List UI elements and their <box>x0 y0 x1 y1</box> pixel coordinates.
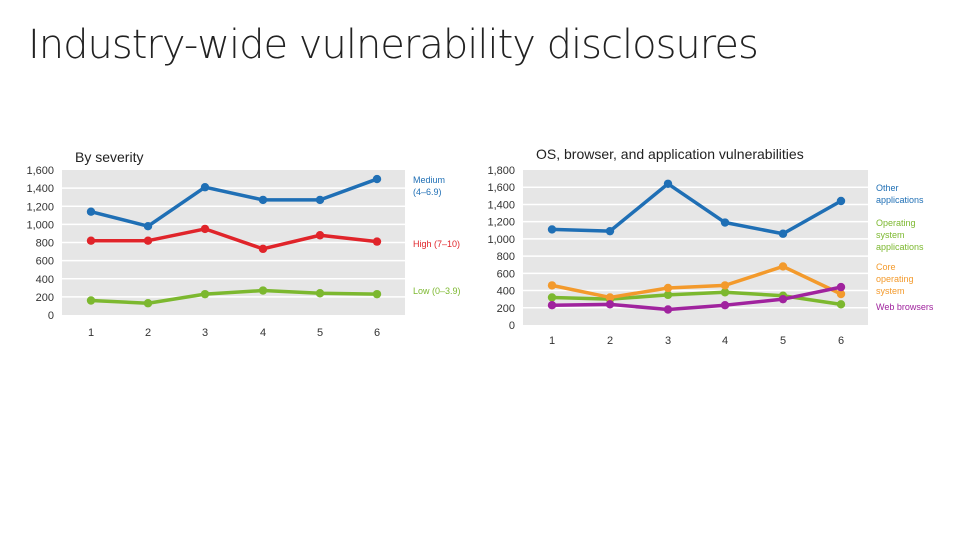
data-point <box>778 229 788 238</box>
data-point <box>663 179 673 188</box>
data-point <box>143 221 153 231</box>
data-point <box>720 218 730 227</box>
series-label: Core operating system <box>876 262 914 296</box>
x-tick-label: 3 <box>202 327 208 339</box>
data-point <box>605 293 615 302</box>
data-point <box>663 305 673 314</box>
data-point <box>778 262 788 271</box>
data-point <box>143 236 153 245</box>
data-point <box>836 282 846 292</box>
y-tick-label: 800 <box>497 251 515 263</box>
y-tick-label: 0 <box>509 320 515 332</box>
data-point <box>720 300 730 310</box>
data-point <box>605 226 615 236</box>
series-line <box>91 227 378 251</box>
data-point <box>86 296 96 305</box>
data-point <box>836 196 846 206</box>
x-tick-label: 1 <box>549 335 555 347</box>
data-point <box>200 183 210 192</box>
data-point <box>372 289 382 299</box>
x-tick-label: 6 <box>838 335 844 347</box>
data-point <box>372 237 382 246</box>
data-point <box>836 289 846 299</box>
x-tick-label: 1 <box>88 327 94 339</box>
data-point <box>547 281 557 290</box>
chart-1: 0 200 400 600 800 1,000 1,200 1,400 1,600 1 2 3 4 5 6 B… <box>26 149 460 339</box>
y-tick-label: 600 <box>497 268 515 280</box>
y-tick-label: 1,600 <box>487 182 515 194</box>
data-point <box>315 195 325 205</box>
series-label: Low (0–3.9) <box>413 286 461 296</box>
data-point <box>143 299 153 308</box>
x-tick-label: 4 <box>722 335 728 347</box>
series-label: Operating system applications <box>876 218 924 252</box>
series-label: Other applications <box>876 183 924 205</box>
series-label: Web browsers <box>876 302 934 312</box>
y-tick-label: 1,600 <box>26 165 54 177</box>
data-point <box>605 300 615 309</box>
chart-title: By severity <box>75 149 143 165</box>
y-tick-label: 1,800 <box>487 165 515 177</box>
x-tick-label: 3 <box>665 335 671 347</box>
x-tick-label: 2 <box>145 327 151 339</box>
y-tick-label: 1,400 <box>26 183 54 195</box>
data-point <box>315 289 325 298</box>
data-point <box>258 195 268 205</box>
x-tick-label: 4 <box>260 327 266 339</box>
data-point <box>547 300 557 310</box>
page-title: Industry-wide vulnerability disclosures <box>28 22 759 68</box>
data-point <box>547 293 557 302</box>
data-point <box>315 231 325 240</box>
y-tick-label: 800 <box>36 238 54 250</box>
y-tick-label: 1,200 <box>487 217 515 229</box>
series-label: High (7–10) <box>413 239 460 249</box>
data-point <box>720 288 730 297</box>
data-point <box>720 281 730 290</box>
chart-title: OS, browser, and application vulnerabili… <box>536 146 804 162</box>
series-line <box>90 177 378 228</box>
data-point <box>663 290 673 300</box>
data-point <box>372 174 382 184</box>
y-tick-label: 400 <box>36 274 54 286</box>
data-point <box>86 207 96 216</box>
y-tick-label: 400 <box>497 286 515 298</box>
data-point <box>200 289 210 299</box>
x-tick-label: 5 <box>780 335 786 347</box>
y-tick-label: 200 <box>497 303 515 315</box>
series-line <box>551 285 842 312</box>
y-tick-label: 1,000 <box>26 219 54 231</box>
x-tick-label: 2 <box>607 335 613 347</box>
data-point <box>836 300 846 309</box>
chart-2: 0 200 400 600 800 1,000 1,200 1,400 1,600 1,800 1 2… <box>487 146 933 347</box>
y-tick-label: 200 <box>36 292 54 304</box>
y-tick-label: 600 <box>36 256 54 268</box>
series-line <box>551 182 842 236</box>
data-point <box>547 225 557 234</box>
data-point <box>258 286 268 295</box>
y-tick-label: 1,000 <box>487 234 515 246</box>
data-point <box>778 294 788 304</box>
data-point <box>86 236 96 245</box>
data-point <box>663 283 673 293</box>
y-tick-label: 1,200 <box>26 201 54 213</box>
y-tick-label: 0 <box>48 310 54 322</box>
series-label: Medium (4–6.9) <box>413 175 445 197</box>
y-tick-label: 1,400 <box>487 199 515 211</box>
data-point <box>258 244 268 254</box>
x-tick-label: 5 <box>317 327 323 339</box>
data-point <box>200 224 210 234</box>
x-tick-label: 6 <box>374 327 380 339</box>
series-line <box>90 288 378 305</box>
series-line <box>551 264 842 300</box>
